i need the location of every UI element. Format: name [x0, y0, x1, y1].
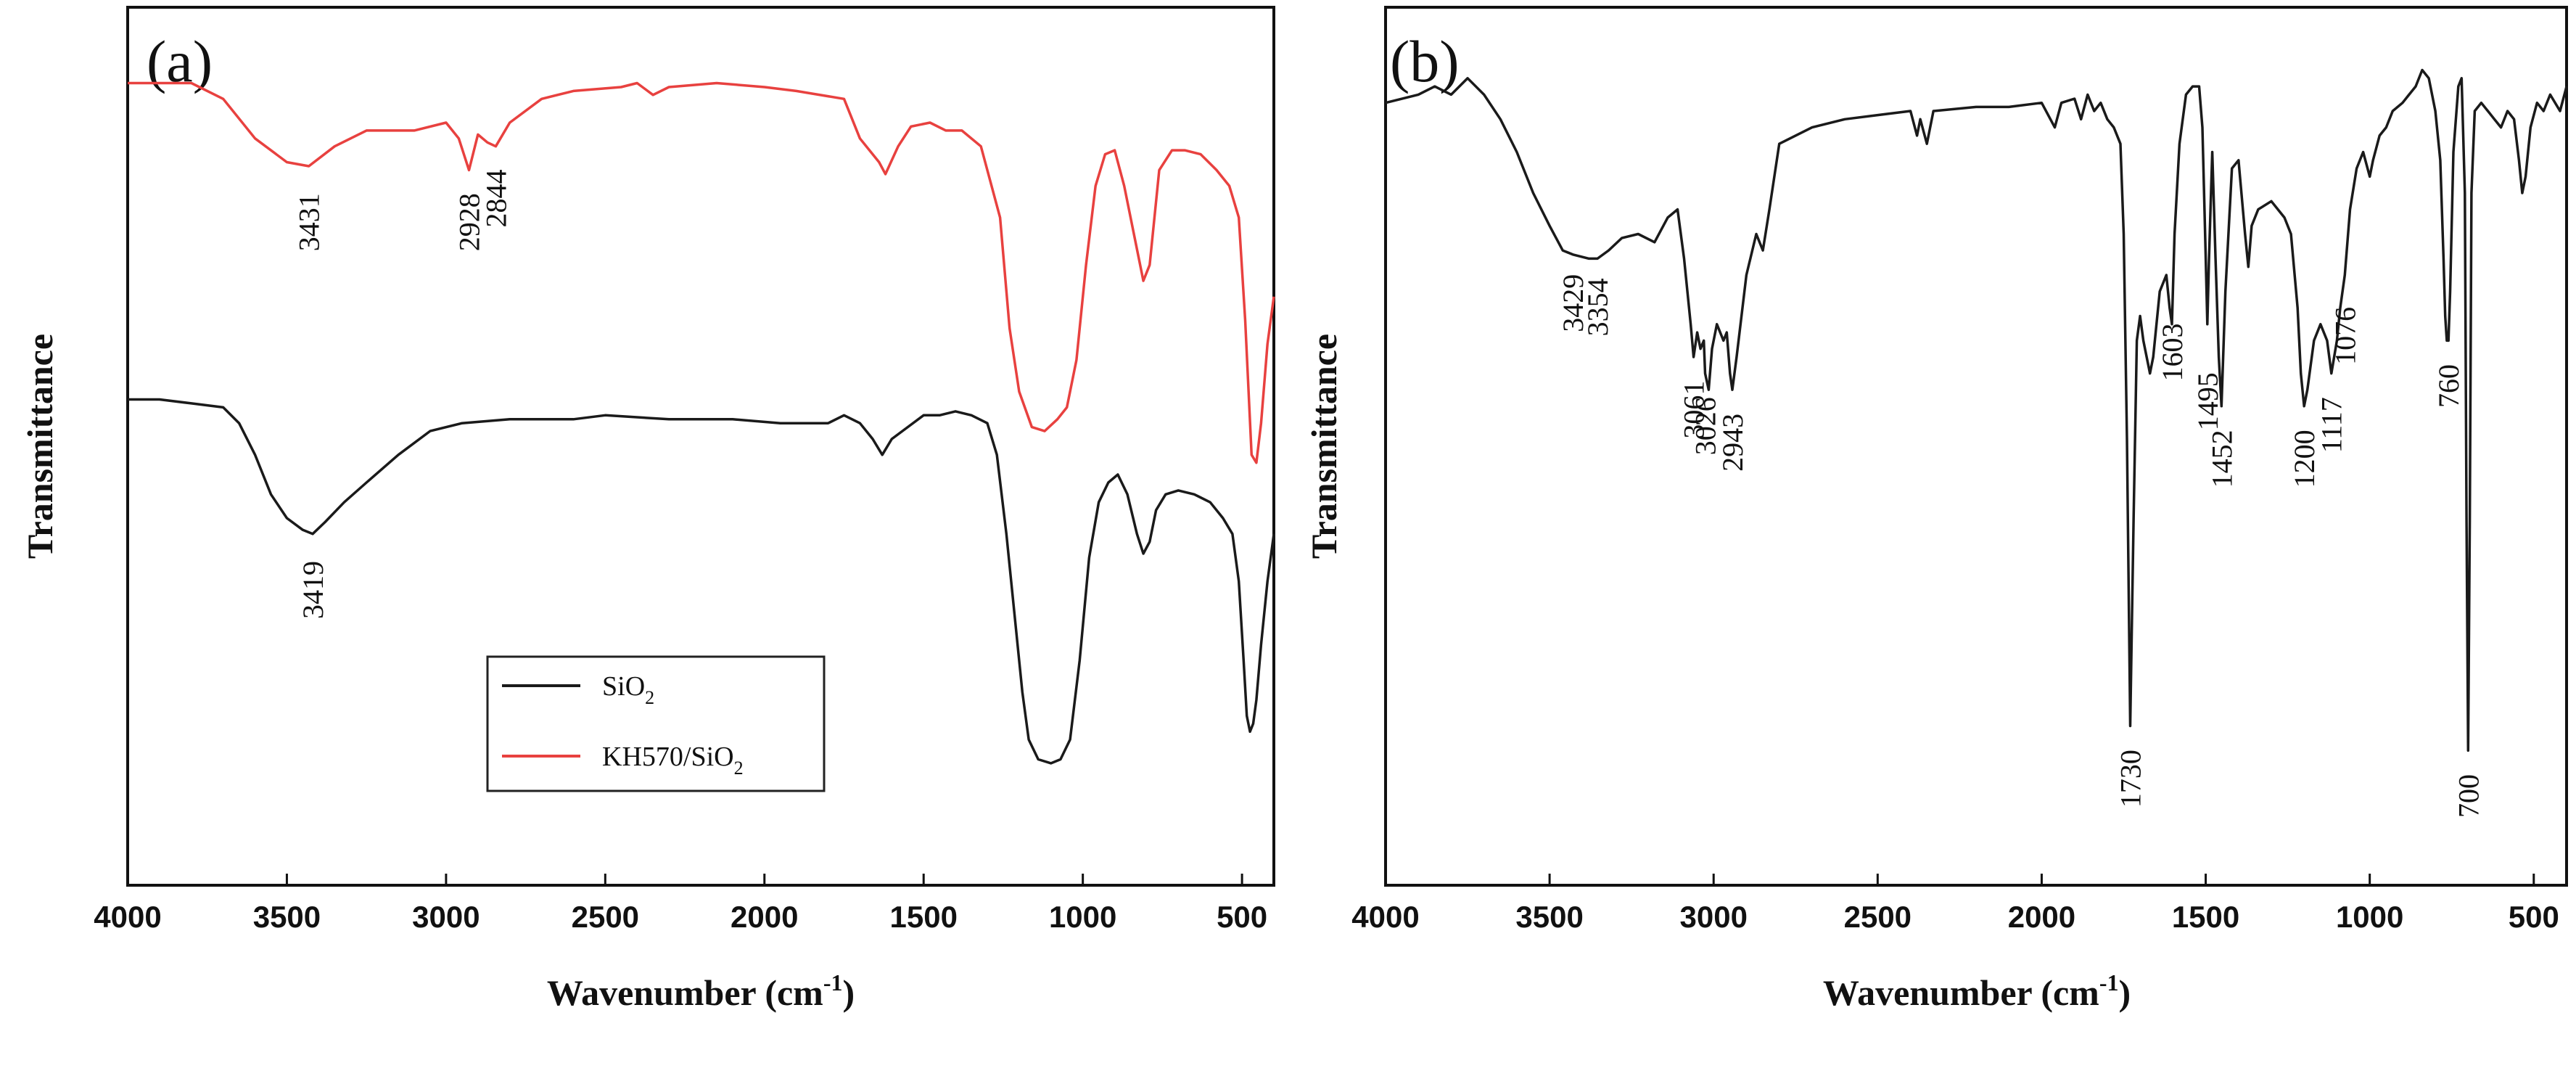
panel-b-y-axis-title: Transmittance: [1304, 334, 1344, 559]
series-line-sio2: [128, 398, 1275, 765]
x-tick-label: 2000: [731, 900, 798, 934]
series-line-kh570-sio2: [128, 81, 1275, 464]
x-tick-label: 3500: [253, 900, 321, 934]
x-tick-label: 500: [1217, 900, 1267, 934]
panel-a-series-group: [128, 81, 1275, 765]
panel-a-label: (a): [147, 28, 213, 94]
panel-a-chart: (a) 4000 3500 3000 2500 2000 1500 1000 500 Tran…: [20, 6, 1275, 1013]
x-tick-label: 1500: [890, 900, 958, 934]
x-tick-label: 1000: [1049, 900, 1116, 934]
panel-a-legend: SiO2 KH570/SiO2: [486, 655, 826, 792]
x-tick-label: 500: [2509, 900, 2559, 934]
x-tick-label: 4000: [1351, 900, 1419, 934]
panel-b-series-group: [1385, 68, 2568, 752]
peak-label: 1603: [2156, 324, 2189, 382]
x-tick-label: 1500: [2172, 900, 2239, 934]
x-tick-label: 4000: [94, 900, 161, 934]
series-line-sample: [1385, 68, 2568, 752]
panel-a-plot-frame: [126, 6, 1275, 887]
peak-label: 3419: [297, 561, 329, 619]
x-tick-label: 2500: [572, 900, 639, 934]
legend-label-sio2: SiO2: [602, 671, 654, 708]
panel-a-y-axis-title: Transmittance: [20, 334, 60, 559]
peak-label: 1200: [2288, 430, 2321, 488]
peak-label: 2928: [453, 193, 485, 251]
peak-label: 2943: [1716, 414, 1749, 472]
peak-label: 3354: [1581, 278, 1614, 336]
peak-label: 3429: [1557, 274, 1589, 332]
x-tick-label: 3500: [1515, 900, 1583, 934]
peak-label: 3061: [1678, 381, 1711, 439]
panel-b-label: (b): [1390, 28, 1460, 94]
peak-label: 1076: [2329, 307, 2361, 365]
panel-b-x-axis: 4000 3500 3000 2500 2000 1500 1000 500: [1351, 874, 2559, 934]
peak-label: 3026: [1689, 397, 1721, 455]
panel-b-chart: (b) 4000 3500 3000 2500 2000 1500 1000 500 Tran…: [1304, 6, 2568, 1013]
peak-label: 1495: [2192, 372, 2224, 430]
peak-label: 3431: [293, 193, 326, 251]
peak-label: 1117: [2316, 397, 2348, 453]
peak-label: 2844: [480, 170, 512, 228]
x-tick-label: 3000: [412, 900, 480, 934]
panel-a-x-axis: 4000 3500 3000 2500 2000 1500 1000 500: [94, 874, 1267, 934]
x-tick-label: 1000: [2336, 900, 2403, 934]
panel-a-x-axis-title: Wavenumber (cm-1): [547, 969, 855, 1013]
x-tick-label: 2500: [1844, 900, 1912, 934]
legend-label-kh570-sio2: KH570/SiO2: [602, 742, 744, 779]
panel-b-plot-frame: [1384, 6, 2568, 887]
peak-label: 700: [2452, 774, 2485, 818]
x-tick-label: 3000: [1680, 900, 1748, 934]
peak-label: 1730: [2115, 750, 2147, 808]
panel-b-x-axis-title: Wavenumber (cm-1): [1823, 969, 2131, 1013]
peak-label: 1452: [2205, 430, 2238, 488]
legend-frame: [486, 655, 826, 792]
x-tick-label: 2000: [2008, 900, 2075, 934]
peak-label: 760: [2432, 364, 2465, 408]
